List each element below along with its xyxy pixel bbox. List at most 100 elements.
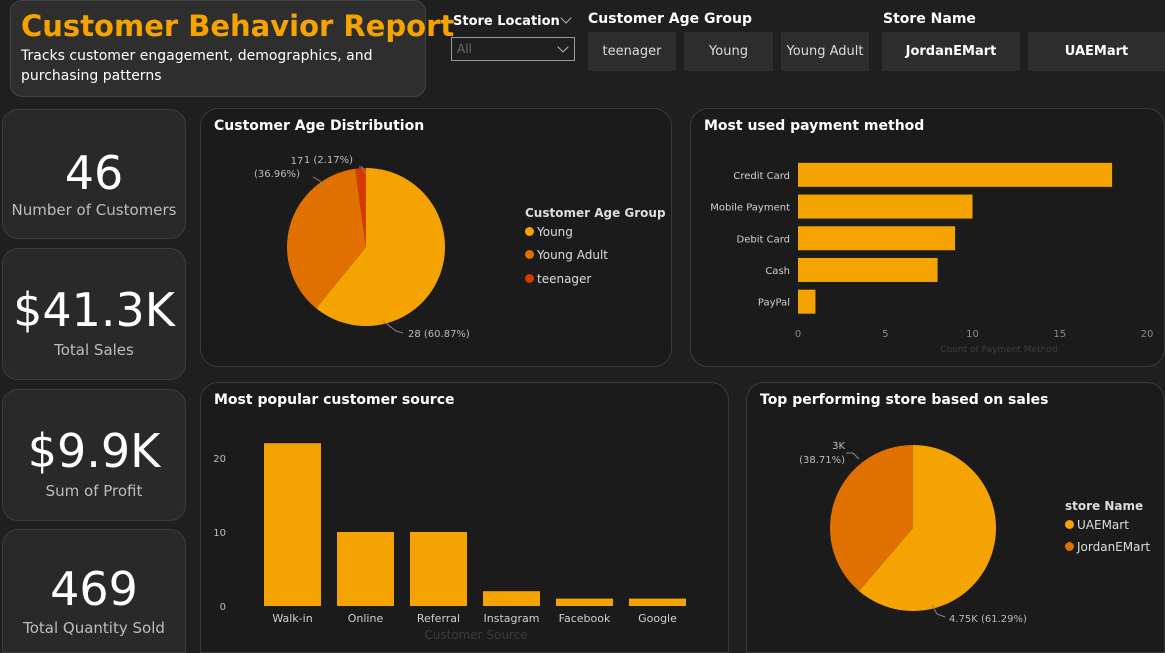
legend-dot-icon [525,227,534,236]
data-label-teenager: 1 (2.17%) [304,155,353,166]
x-tick-label: 5 [882,329,888,340]
age-group-option-young-adult[interactable]: Young Adult [781,32,869,71]
chart-title: Top performing store based on sales [760,392,1049,408]
chart-title: Customer Age Distribution [214,118,425,134]
kpi-value: $9.9K [27,424,161,478]
customer-source-chart-panel: Most popular customer source 0 10 20 Walk-i… [200,382,729,653]
bar-paypal[interactable] [798,289,816,314]
header-card: Customer Behavior Report Tracks customer… [10,0,454,97]
kpi-card-quantity: 469 Total Quantity Sold [2,529,186,653]
bar-instagram[interactable] [483,591,540,606]
bar-referral[interactable] [410,532,467,606]
store-option-jordanemart[interactable]: JordanEMart [882,32,1020,71]
x-tick-label-google: Google [638,612,677,625]
pie-slice-uaemart[interactable] [858,445,996,611]
age-group-option-teenager[interactable]: teenager [588,32,676,71]
kpi-card-profit: $9.9K Sum of Profit [2,389,186,521]
report-title: Customer Behavior Report [21,9,455,43]
x-tick-label: 20 [1141,329,1154,340]
age-group-option-young[interactable]: Young [684,32,773,71]
x-tick-label-facebook: Facebook [559,612,611,625]
y-tick-label-credit-card: Credit Card [733,171,790,182]
kpi-label: Total Quantity Sold [23,619,165,637]
kpi-label: Sum of Profit [45,482,143,500]
kpi-label: Total Sales [54,341,134,359]
label-leader-line [359,166,367,175]
x-axis-title: Customer Source [424,628,527,642]
store-option-uaemart[interactable]: UAEMart [1028,32,1165,71]
chart-title: Most used payment method [704,118,925,134]
chevron-down-icon [557,41,569,53]
pie-slice-young[interactable] [316,168,445,326]
legend-item-uaemart[interactable]: UAEMart [1065,518,1129,532]
y-tick-label-debit-card: Debit Card [737,234,790,245]
legend-item-jordanemart[interactable]: JordanEMart [1065,540,1150,554]
label-leader-line [846,452,860,460]
x-tick-label: 0 [795,329,801,340]
top-store-chart-panel: Top performing store based on sales 3K (… [746,382,1165,653]
store-location-dropdown[interactable]: All [451,37,575,61]
legend-item-young-adult[interactable]: Young Adult [525,248,608,262]
x-tick-label: 10 [966,329,979,340]
legend-title: store Name [1065,499,1144,513]
kpi-card-customers: 46 Number of Customers [2,109,186,239]
data-label-jordanemart-percent: (38.71%) [799,455,845,466]
legend-dot-icon [525,250,534,259]
legend-dot-icon [1065,520,1074,529]
customer-source-bar-chart: 0 10 20 Walk-in Online Referral Instagram Faceb… [213,443,686,642]
y-tick-label-mobile-payment: Mobile Payment [710,203,790,214]
x-axis-title: Count of Payment Method [940,345,1057,355]
kpi-value: 469 [50,562,138,616]
bar-online[interactable] [337,532,394,606]
x-tick-label-online: Online [348,612,384,625]
pie-slice-teenager[interactable] [355,168,366,247]
age-pie-chart: 1 (2.17%) 17 (36.96%) 28 (60.87%) [254,155,470,340]
chevron-down-icon[interactable] [560,12,572,24]
bar-credit-card[interactable] [798,162,1113,187]
y-tick-label-cash: Cash [765,266,790,277]
data-label-jordanemart-value: 3K [832,441,845,452]
x-tick-label-walk-in: Walk-in [272,612,312,625]
legend-label: Young Adult [537,248,608,262]
y-tick-label: 20 [213,454,226,465]
legend-label: teenager [537,272,592,286]
bar-walk-in[interactable] [264,443,321,606]
bar-google[interactable] [629,598,686,606]
legend-label: JordanEMart [1077,540,1151,554]
y-tick-label-paypal: PayPal [758,298,790,309]
kpi-value: 46 [64,146,124,200]
x-tick-label-referral: Referral [417,612,460,625]
y-tick-label: 10 [213,528,226,539]
payment-method-bar-chart: Credit Card Mobile Payment Debit Card Cash P… [710,162,1154,355]
legend-dot-icon [525,274,534,283]
store-sales-pie-chart: 3K (38.71%) 4.75K (61.29%) [799,441,1027,625]
data-label-young-adult-count: 17 [291,156,304,167]
pie-slice-young-adult[interactable] [287,168,366,309]
store-name-slicer-title: Store Name [883,11,976,27]
store-location-value: All [457,42,472,56]
bar-facebook[interactable] [556,598,613,606]
age-distribution-chart-panel: Customer Age Distribution 1 (2.17%) 17 (… [200,108,672,367]
pie-slice-jordanemart[interactable] [830,445,913,591]
bar-cash[interactable] [798,257,938,282]
label-leader-line [312,176,325,188]
x-tick-label-instagram: Instagram [484,612,540,625]
kpi-value: $41.3K [13,283,175,337]
data-label-uaemart: 4.75K (61.29%) [949,614,1027,625]
legend-label: UAEMart [1077,518,1129,532]
bar-debit-card[interactable] [798,226,956,251]
legend-item-young[interactable]: Young [525,225,573,239]
legend-label: Young [537,225,573,239]
data-label-young: 28 (60.87%) [408,329,470,340]
legend-dot-icon [1065,542,1074,551]
label-leader-line [931,604,946,618]
store-location-slicer-title: Store Location [453,14,560,29]
x-tick-label: 15 [1053,329,1066,340]
data-label-young-adult-percent: (36.96%) [254,169,300,180]
chart-title: Most popular customer source [214,392,455,408]
legend-item-teenager[interactable]: teenager [525,272,591,286]
kpi-label: Number of Customers [11,201,177,219]
legend-title: Customer Age Group [525,206,666,220]
bar-mobile-payment[interactable] [798,194,973,219]
payment-method-chart-panel: Most used payment method Credit Card Mobi… [690,108,1165,367]
